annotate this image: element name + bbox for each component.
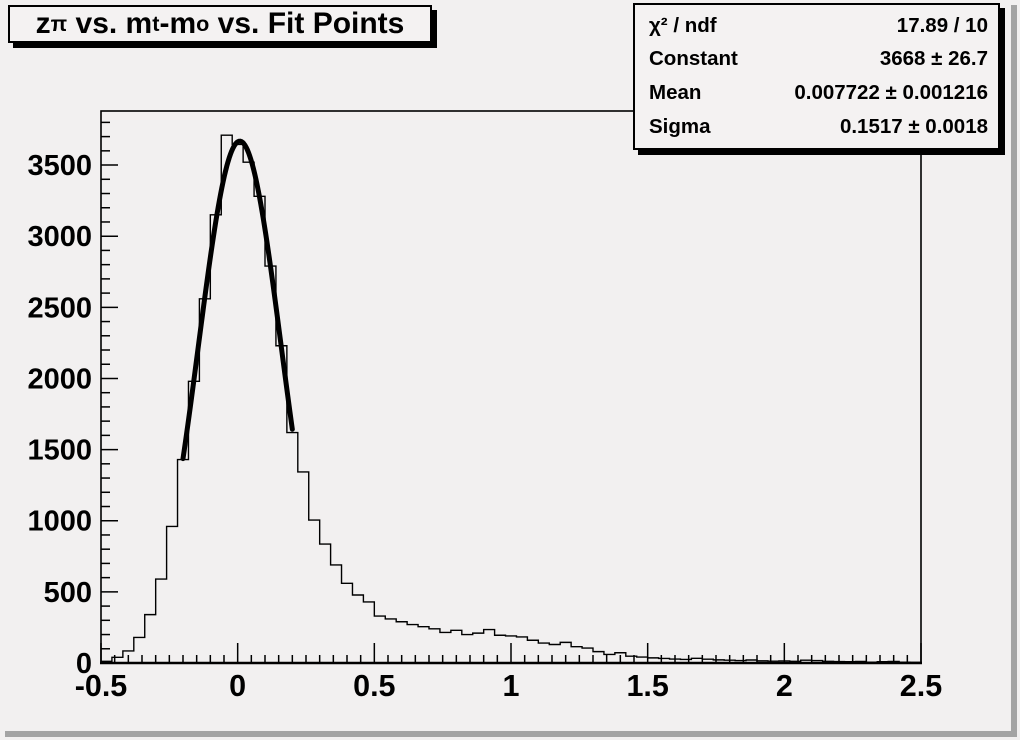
y-axis-label: 1000 (27, 506, 92, 538)
canvas-border-bottom (5, 731, 1017, 737)
stat-label: Mean (649, 81, 702, 105)
x-axis-label: -0.5 (75, 669, 128, 703)
stats-box: χ² / ndf 17.89 / 10 Constant 3668 ± 26.7 Mea… (633, 3, 1000, 150)
stat-value: 3668 ± 26.7 (879, 47, 988, 71)
title-text: vs. m (67, 7, 153, 40)
title-text: vs. Fit Points (209, 7, 405, 40)
stat-row: Constant 3668 ± 26.7 (635, 49, 998, 70)
stat-label: Constant (649, 47, 738, 71)
fit-curve (180, 138, 295, 462)
stat-row: Sigma 0.1517 ± 0.0018 (635, 114, 998, 138)
y-axis-label: 0 (76, 648, 92, 680)
y-axis-label: 3000 (27, 221, 92, 253)
stat-value: 0.1517 ± 0.0018 (839, 114, 988, 138)
x-axis-label: 2 (776, 669, 793, 703)
y-axis-label: 1500 (27, 435, 92, 467)
plot-frame (100, 110, 922, 664)
y-axis-label: 500 (44, 577, 92, 609)
stat-label: χ² / ndf (649, 13, 717, 37)
stat-row: χ² / ndf 17.89 / 10 (635, 13, 998, 37)
histogram-line (100, 134, 922, 663)
stat-value: 0.007722 ± 0.001216 (794, 81, 988, 105)
y-axis-label: 3500 (27, 150, 92, 182)
y-axis-label: 2500 (27, 292, 92, 324)
stat-label: Sigma (649, 114, 711, 138)
x-axis-label: 0 (229, 669, 246, 703)
title-text: z (35, 7, 51, 40)
stat-row: Mean 0.007722 ± 0.001216 (635, 83, 998, 104)
x-axis-label: 0.5 (353, 669, 395, 703)
x-axis-label: 2.5 (900, 669, 942, 703)
x-axis-label: 1.5 (626, 669, 668, 703)
canvas-border-right (1011, 5, 1017, 737)
stat-value: 17.89 / 10 (896, 13, 988, 37)
x-axis-label: 1 (503, 669, 520, 703)
title-text: -m (159, 7, 197, 40)
y-axis-label: 2000 (27, 363, 92, 395)
